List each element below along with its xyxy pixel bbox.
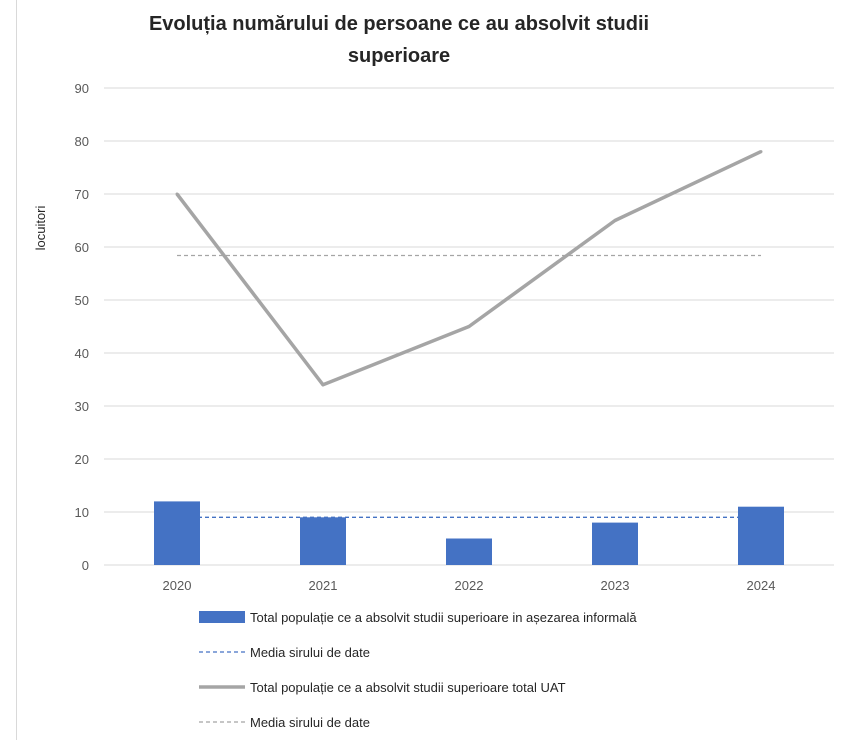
y-tick-label-60: 60 xyxy=(75,240,89,255)
bar-2022 xyxy=(446,538,492,565)
y-tick-label-90: 90 xyxy=(75,81,89,96)
y-tick-label-10: 10 xyxy=(75,505,89,520)
line-point-2020 xyxy=(175,192,179,196)
line-point-2022 xyxy=(467,325,471,328)
y-axis-label: locuitori xyxy=(33,205,48,250)
y-tick-label-20: 20 xyxy=(75,452,89,467)
chart-title-line1: Evoluția numărului de persoane ce au abs… xyxy=(149,13,649,35)
line-series xyxy=(175,150,763,518)
y-tick-label-0: 0 xyxy=(82,558,89,573)
line-series-uat xyxy=(175,150,762,387)
bar-2024 xyxy=(738,506,784,565)
legend-swatch-bar xyxy=(199,611,245,623)
y-tick-label-30: 30 xyxy=(75,399,89,414)
legend-item-0: Total populație ce a absolvit studii sup… xyxy=(199,610,637,625)
legend-item-3: Media sirului de date xyxy=(199,715,370,730)
gridlines xyxy=(104,87,834,566)
y-tick-labels: 0 10 20 30 40 50 60 70 80 90 xyxy=(75,81,89,573)
x-tick-labels: 2020 2021 2022 2023 2024 xyxy=(163,578,776,593)
legend-item-1: Media sirului de date xyxy=(199,645,370,660)
line-point-2024 xyxy=(759,150,763,154)
x-tick-label-2024: 2024 xyxy=(747,578,776,593)
chart-title-line2: superioare xyxy=(348,45,450,67)
legend: Total populație ce a absolvit studii sup… xyxy=(199,610,637,730)
line-point-2021 xyxy=(321,383,325,387)
x-tick-label-2022: 2022 xyxy=(455,578,484,593)
legend-label-3: Media sirului de date xyxy=(250,715,370,730)
bar-2021 xyxy=(300,517,346,565)
y-tick-label-80: 80 xyxy=(75,134,89,149)
y-tick-label-50: 50 xyxy=(75,293,89,308)
line-point-2023 xyxy=(613,219,617,222)
y-tick-label-40: 40 xyxy=(75,346,89,361)
bar-2020 xyxy=(154,501,200,565)
x-tick-label-2020: 2020 xyxy=(163,578,192,593)
bar-2023 xyxy=(592,522,638,565)
y-tick-label-70: 70 xyxy=(75,187,89,202)
x-tick-label-2021: 2021 xyxy=(309,578,338,593)
chart-frame xyxy=(16,0,847,740)
legend-label-1: Media sirului de date xyxy=(250,645,370,660)
bar-series xyxy=(154,501,784,565)
x-tick-label-2023: 2023 xyxy=(601,578,630,593)
legend-label-2: Total populație ce a absolvit studii sup… xyxy=(250,680,566,695)
legend-item-2: Total populație ce a absolvit studii sup… xyxy=(199,680,566,695)
legend-label-0: Total populație ce a absolvit studii sup… xyxy=(250,610,637,625)
